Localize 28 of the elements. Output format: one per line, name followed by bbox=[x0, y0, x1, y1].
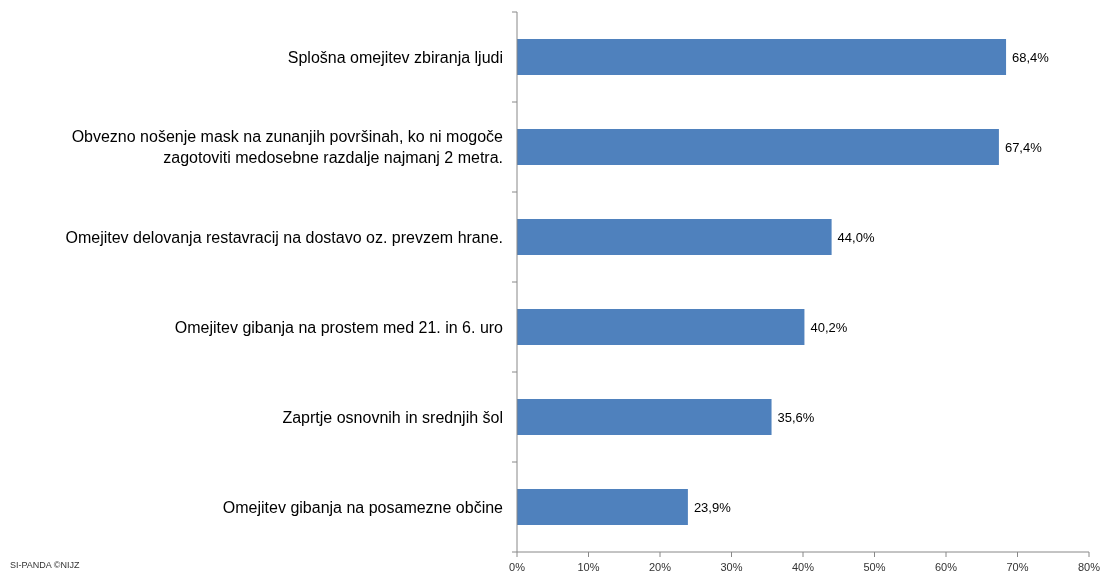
y-tick-label: Omejitev gibanja na posamezne občine bbox=[222, 498, 504, 516]
data-label: 68,4% bbox=[1012, 49, 1050, 65]
y-tick-label: Zaprtje osnovnih in srednjih šol bbox=[282, 408, 503, 426]
y-tick-label: Splošna omejitev zbiranja ljudi bbox=[287, 48, 503, 66]
data-label: 44,0% bbox=[837, 229, 875, 245]
bar bbox=[517, 129, 999, 165]
x-tick-label: 60% bbox=[934, 561, 958, 573]
data-label: 35,6% bbox=[777, 409, 815, 425]
x-tick-label: 20% bbox=[648, 561, 672, 573]
data-label: 23,9% bbox=[693, 499, 732, 515]
x-tick-label: 10% bbox=[577, 561, 600, 573]
x-tick-label: 30% bbox=[720, 561, 743, 573]
x-tick-label: 0% bbox=[509, 561, 526, 573]
y-tick-label: Omejitev gibanja na prostem med 21. in 6. uro bbox=[174, 318, 504, 336]
data-label: 40,2% bbox=[810, 319, 848, 335]
data-label: 67,4% bbox=[1004, 139, 1043, 155]
bar bbox=[517, 309, 805, 345]
y-tick-label: Obvezno nošenje mask na zunanjih površinah, ko ni mogoče zagotoviti medosebne razdalje najmanj 2 metra. bbox=[71, 128, 504, 167]
text: SI-PANDA ©NIJZ bbox=[10, 560, 80, 570]
x-tick-label: 70% bbox=[1006, 561, 1029, 573]
y-tick-label: Omejitev delovanja restavracij na dostavo oz. prevzem hrane. bbox=[65, 228, 503, 246]
bar bbox=[517, 219, 832, 255]
x-tick-label: 80% bbox=[1077, 561, 1101, 573]
bar bbox=[517, 399, 772, 435]
bar bbox=[517, 39, 1007, 75]
x-tick-label: 40% bbox=[791, 561, 815, 573]
x-tick-label: 50% bbox=[863, 561, 886, 573]
bar bbox=[517, 489, 688, 525]
